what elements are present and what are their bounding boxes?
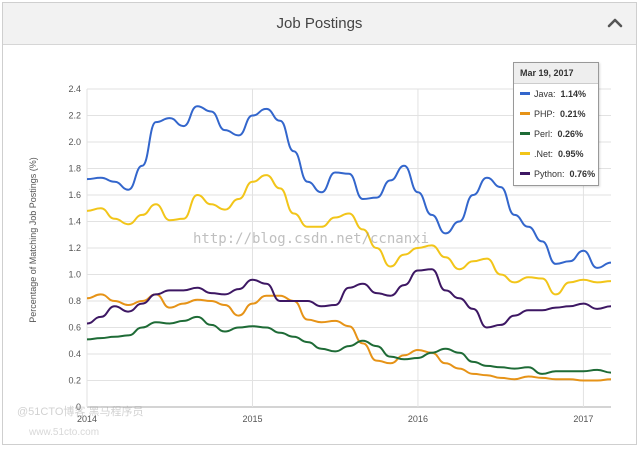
job-postings-panel: Job Postings 0 0.2 0.4 0.6 0.8 1.0 1.2 1.4 1.6 1.…: [2, 2, 637, 445]
y-tick-label: 0.6: [68, 323, 81, 333]
series-line-python: [86, 268, 612, 329]
tooltip-series-value: 0.76%: [569, 169, 596, 179]
y-tick-label: 2.0: [68, 137, 81, 147]
legend-swatch: [520, 112, 530, 116]
tooltip-series-value: 0.21%: [560, 109, 586, 119]
tooltip-series-value: 0.95%: [558, 149, 584, 159]
tooltip-series-value: 0.26%: [557, 129, 584, 139]
data-tooltip: Mar 19, 2017 Java: 1.14% PHP: 0.21% Perl: …: [513, 62, 599, 186]
y-tick-label: 1.0: [68, 270, 81, 280]
y-tick-label: 1.2: [68, 243, 81, 253]
x-tick-label: 2016: [408, 414, 428, 424]
tooltip-series-name: .Net: [534, 149, 551, 159]
tooltip-series-name: Perl: [534, 129, 551, 139]
series-line-perl: [86, 315, 612, 375]
y-axis: 0 0.2 0.4 0.6 0.8 1.0 1.2 1.4 1.6 1.8 2.0 2.2 2.4: [68, 84, 81, 412]
panel-title: Job Postings: [276, 15, 363, 32]
tooltip-date: Mar 19, 2017: [514, 63, 598, 84]
y-tick-label: 0.2: [68, 376, 81, 386]
collapse-button[interactable]: [604, 12, 626, 34]
tooltip-series-name: Java: [534, 89, 554, 99]
tooltip-row: Perl: 0.26%: [514, 124, 598, 144]
chart-area: 0 0.2 0.4 0.6 0.8 1.0 1.2 1.4 1.6 1.8 2.0 2.2 2.4 20…: [3, 45, 638, 445]
chevron-up-icon: [607, 18, 623, 28]
series-layer: [86, 105, 612, 382]
tooltip-series-value: 1.14%: [560, 89, 587, 99]
watermark-bottom-2: www.51cto.com: [28, 427, 99, 438]
legend-swatch: [520, 152, 530, 156]
legend-swatch: [520, 172, 530, 176]
tooltip-series-name: Python: [534, 169, 563, 179]
series-line-java: [86, 105, 612, 269]
watermark-center: http://blog.csdn.net/ccnanxi: [193, 231, 429, 247]
x-tick-label: 2014: [77, 414, 97, 424]
y-tick-label: 0: [76, 402, 81, 412]
panel-header: Job Postings: [3, 3, 636, 45]
watermark-bottom-1: @51CTO博客 黑马程序员: [17, 404, 143, 418]
line-chart: 0 0.2 0.4 0.6 0.8 1.0 1.2 1.4 1.6 1.8 2.0 2.2 2.4 20…: [17, 84, 612, 438]
tooltip-row: PHP: 0.21%: [514, 104, 598, 124]
legend-swatch: [520, 132, 530, 136]
y-tick-label: 1.8: [68, 164, 81, 174]
tooltip-row: .Net: 0.95%: [514, 144, 598, 164]
y-axis-title: Percentage of Matching Job Postings (%): [28, 157, 38, 323]
series-line-php: [86, 293, 612, 382]
y-tick-label: 0.4: [68, 349, 81, 359]
tooltip-series-name: PHP: [534, 109, 553, 119]
y-tick-label: 1.6: [68, 190, 81, 200]
tooltip-row: Java: 1.14%: [514, 84, 598, 104]
series-line-net: [86, 174, 612, 296]
y-tick-label: 0.8: [68, 296, 81, 306]
x-tick-label: 2015: [242, 414, 262, 424]
y-tick-label: 2.2: [68, 111, 81, 121]
tooltip-row: Python: 0.76%: [514, 164, 598, 184]
x-tick-label: 2017: [573, 414, 593, 424]
y-tick-label: 1.4: [68, 217, 81, 227]
y-tick-label: 2.4: [68, 84, 81, 94]
tooltip-rows: Java: 1.14% PHP: 0.21% Perl: 0.26% .Net: 0.…: [514, 84, 598, 184]
legend-swatch: [520, 92, 530, 96]
x-axis: 2014 2015 2016 2017: [77, 414, 593, 424]
